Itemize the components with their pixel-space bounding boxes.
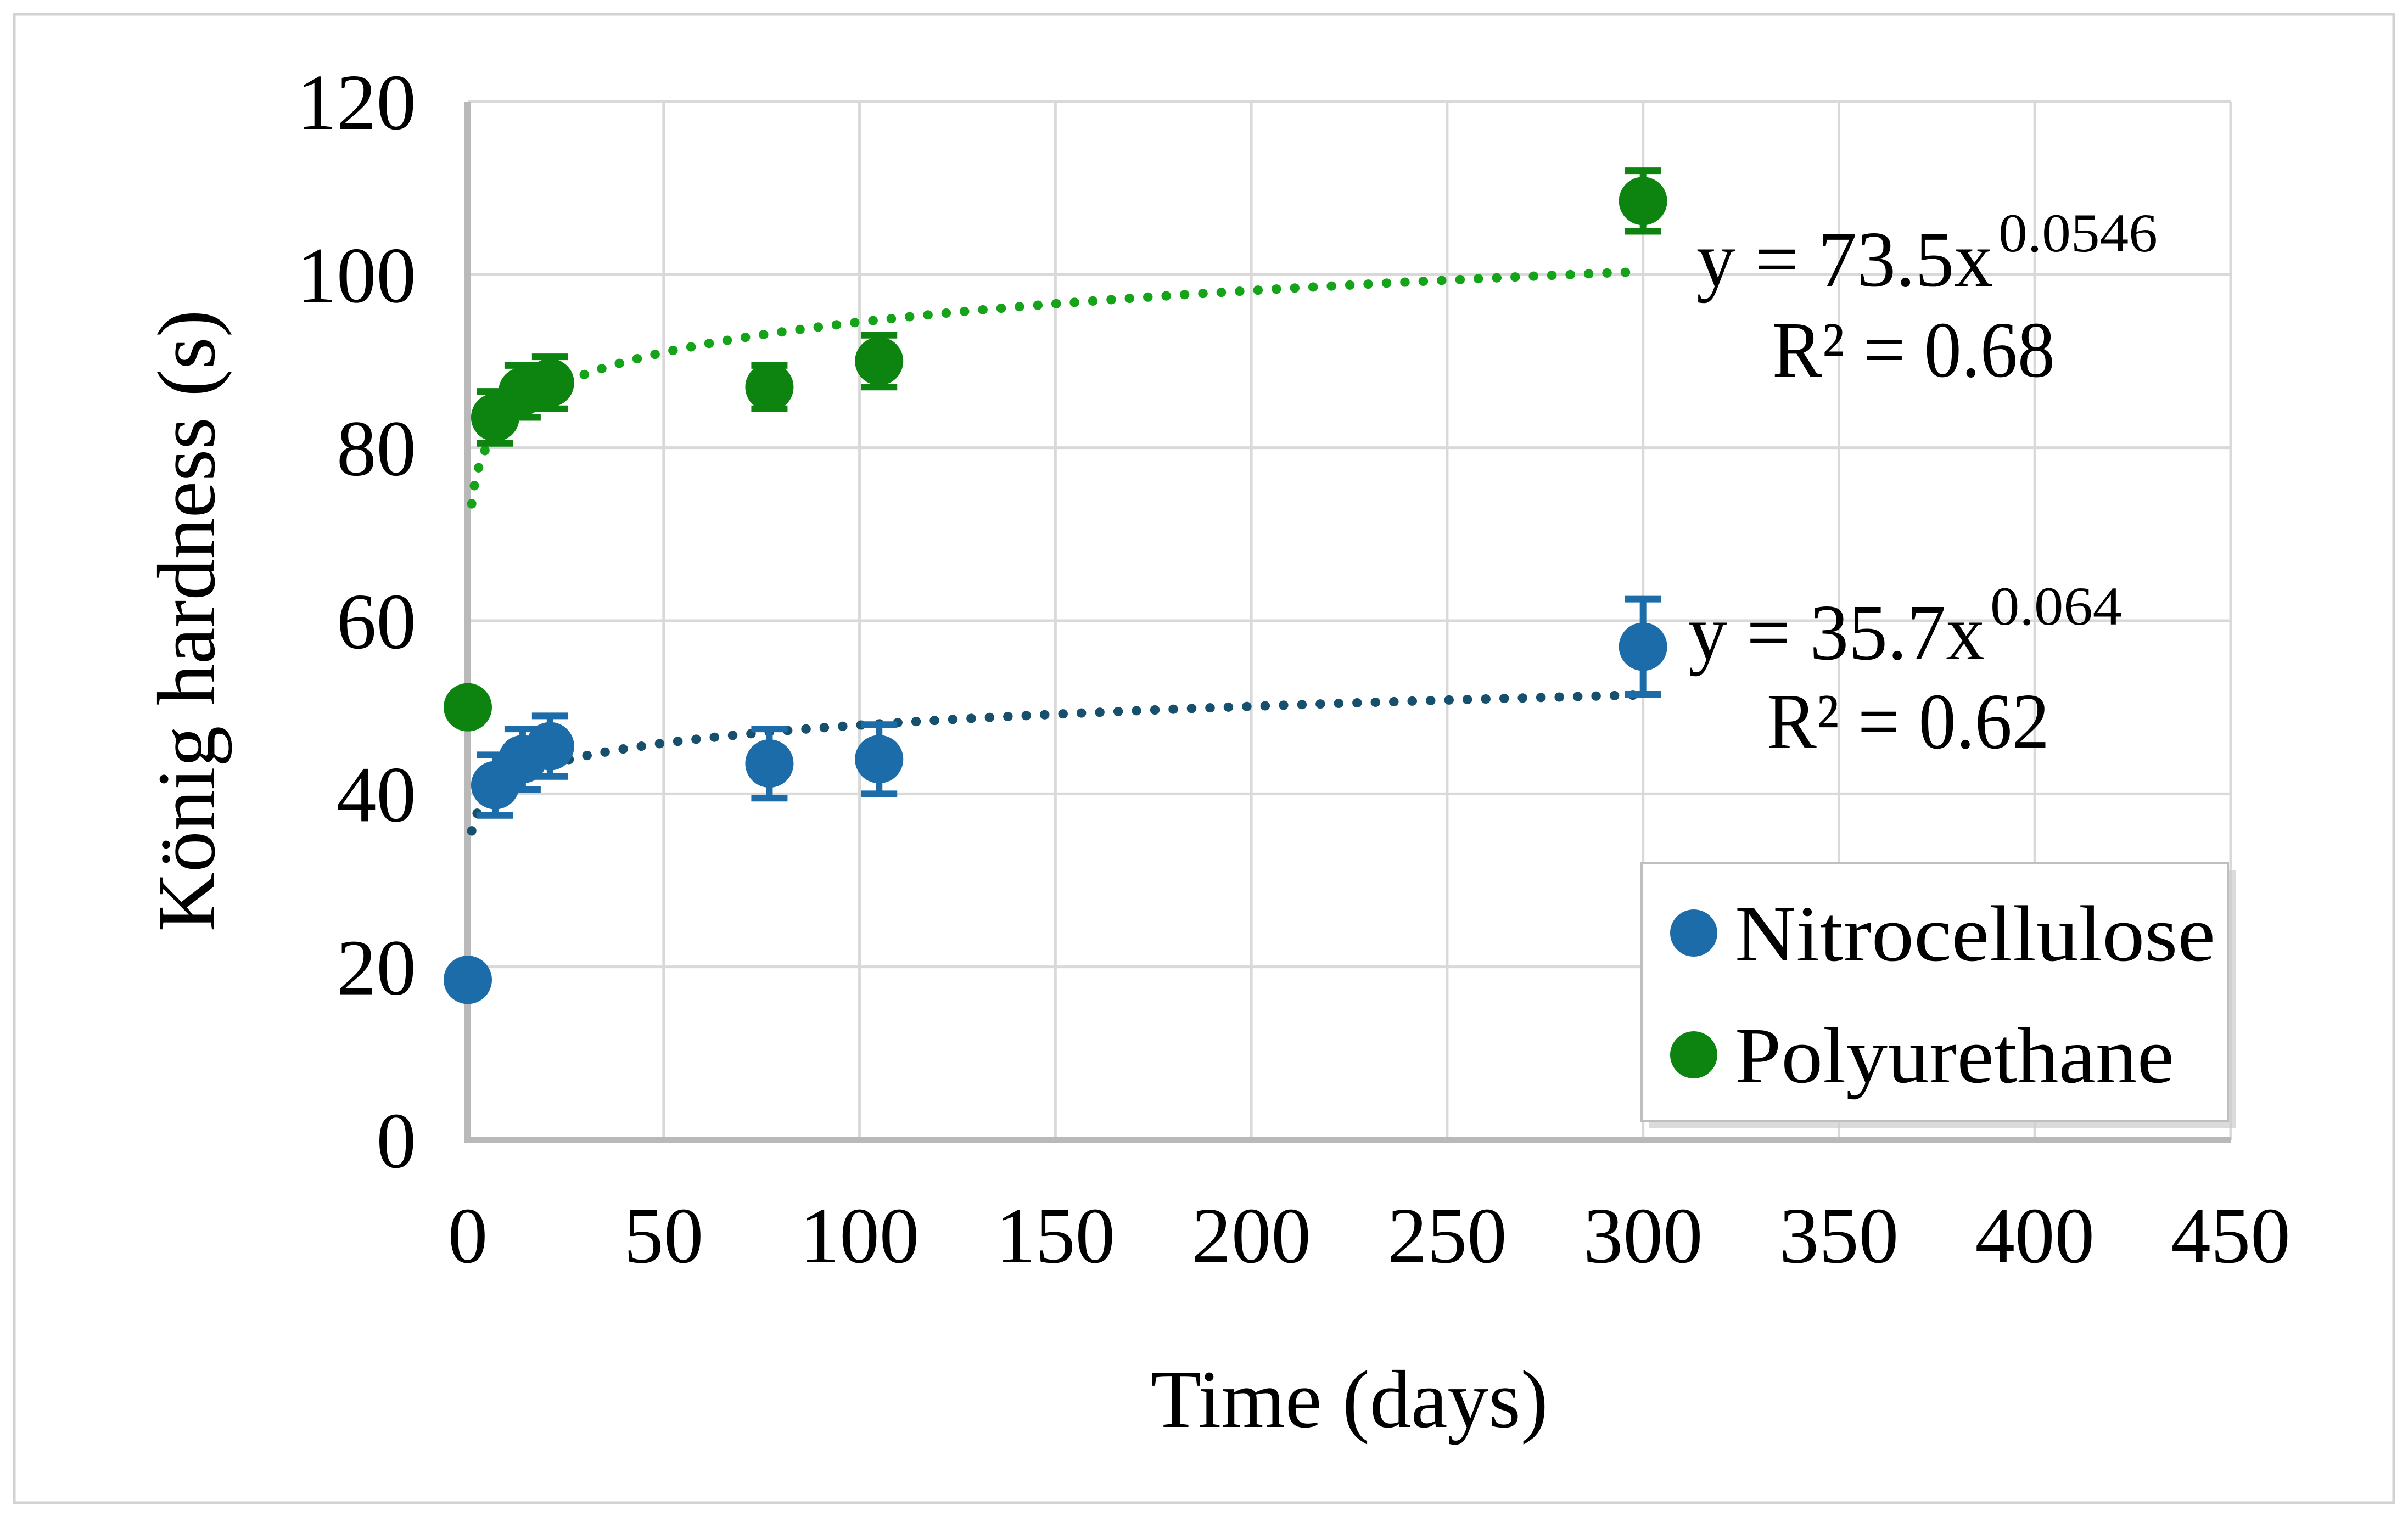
x-tick-label-400: 400 [1975,1192,2095,1280]
equation-nitrocellulose-exponent: 0.064 [1990,576,2122,637]
legend: Nitrocellulose Polyurethane [1640,862,2236,1128]
legend-label-nitrocellulose: Nitrocellulose [1735,890,2215,978]
legend-label-polyurethane: Polyurethane [1735,1012,2174,1100]
equation-nitrocellulose-base: y = 35.7x [1688,589,1985,677]
x-tick-label-150: 150 [996,1192,1116,1280]
y-tick-label-120: 120 [297,59,417,147]
data-point-nitrocellulose-day-77 [745,739,794,788]
data-point-nitrocellulose-day-21 [525,722,574,771]
y-tick-label-40: 40 [337,751,416,839]
r-squared-nitrocellulose: R² = 0.62 [1767,678,2049,766]
equation-nitrocellulose: y = 35.7x 0.064 R² = 0.62 [1688,576,2122,766]
x-tick-label-200: 200 [1191,1192,1311,1280]
y-tick-label-100: 100 [297,232,417,319]
legend-marker-nitrocellulose [1670,909,1717,957]
data-point-nitrocellulose-day-105 [855,735,904,784]
x-tick-label-100: 100 [800,1192,920,1280]
y-tick-label-0: 0 [377,1097,417,1185]
r-squared-polyurethane: R² = 0.68 [1772,306,2055,394]
y-tick-label-20: 20 [337,924,416,1012]
legend-marker-polyurethane [1670,1031,1717,1078]
x-tick-label-350: 350 [1779,1192,1899,1280]
x-axis-title: Time (days) [1151,1354,1548,1445]
equation-polyurethane-exponent: 0.0546 [1998,203,2158,263]
equation-polyurethane-base: y = 73.5x [1696,216,1993,304]
data-point-nitrocellulose-day-0 [444,956,492,1004]
data-point-polyurethane-day-300 [1619,177,1667,226]
x-tick-label-50: 50 [624,1192,703,1280]
data-point-polyurethane-day-21 [525,358,574,407]
figure-border [13,13,2395,1504]
x-tick-label-0: 0 [448,1192,488,1280]
data-point-nitrocellulose-day-300 [1619,622,1667,671]
y-tick-label-80: 80 [337,405,416,493]
data-point-polyurethane-day-77 [745,363,794,412]
y-axis-title: König hardness (s) [141,310,232,931]
data-points [444,167,1667,1004]
tick-labels: 0 50 100 150 200 250 300 350 400 450 0 20 40 60 80 100 1… [297,59,2291,1280]
x-tick-label-250: 250 [1387,1192,1507,1280]
y-tick-label-60: 60 [337,578,416,666]
data-point-polyurethane-day-0 [444,683,492,732]
data-point-polyurethane-day-105 [855,337,904,385]
legend-box [1640,862,2229,1122]
equation-polyurethane: y = 73.5x 0.0546 R² = 0.68 [1696,203,2158,394]
x-tick-label-300: 300 [1583,1192,1703,1280]
x-tick-label-450: 450 [2171,1192,2291,1280]
